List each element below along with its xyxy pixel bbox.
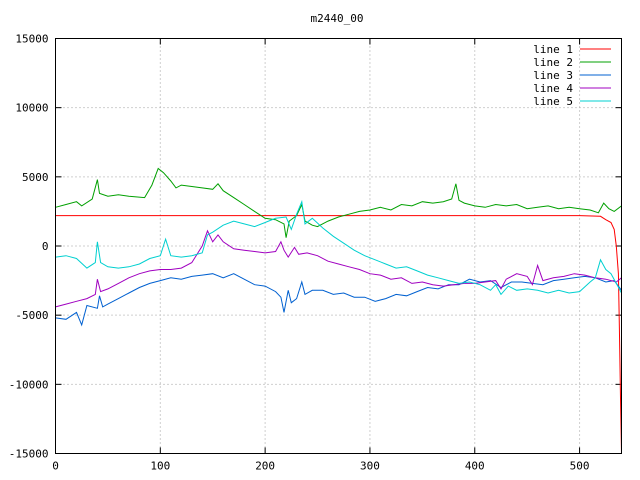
y-tick-label: -10000: [9, 378, 49, 391]
x-tick-labels: 0 100 200 300 400 500: [52, 460, 589, 473]
series-line-4: [55, 229, 622, 308]
y-tick-label: -15000: [9, 448, 49, 461]
x-tick-label: 500: [570, 460, 590, 473]
legend-label-2: line 2: [533, 56, 573, 69]
y-tick-label: 5000: [22, 171, 49, 184]
chart-title: m2440_00: [311, 12, 364, 25]
y-tick-label: 15000: [15, 33, 48, 46]
series-line-2: [55, 167, 622, 238]
x-tick-label: 0: [52, 460, 59, 473]
y-tick-label: -5000: [15, 309, 48, 322]
x-tick-label: 200: [255, 460, 275, 473]
series-line-3: [55, 273, 622, 327]
x-tick-label: 400: [465, 460, 485, 473]
x-tick-label: 100: [150, 460, 170, 473]
y-tick-labels: -15000 -10000 -5000 0 5000 10000 15000: [9, 33, 49, 461]
series-lines: [55, 167, 622, 454]
legend-label-1: line 1: [533, 43, 573, 56]
series-line-5: [55, 199, 622, 296]
y-tick-label: 10000: [15, 102, 48, 115]
y-tick-label: 0: [42, 240, 49, 253]
x-tick-label: 300: [360, 460, 380, 473]
legend-label-3: line 3: [533, 69, 573, 82]
legend-label-4: line 4: [533, 82, 573, 95]
series-line-1: [55, 215, 622, 454]
legend-label-5: line 5: [533, 95, 573, 108]
plot-frame: [55, 38, 622, 454]
